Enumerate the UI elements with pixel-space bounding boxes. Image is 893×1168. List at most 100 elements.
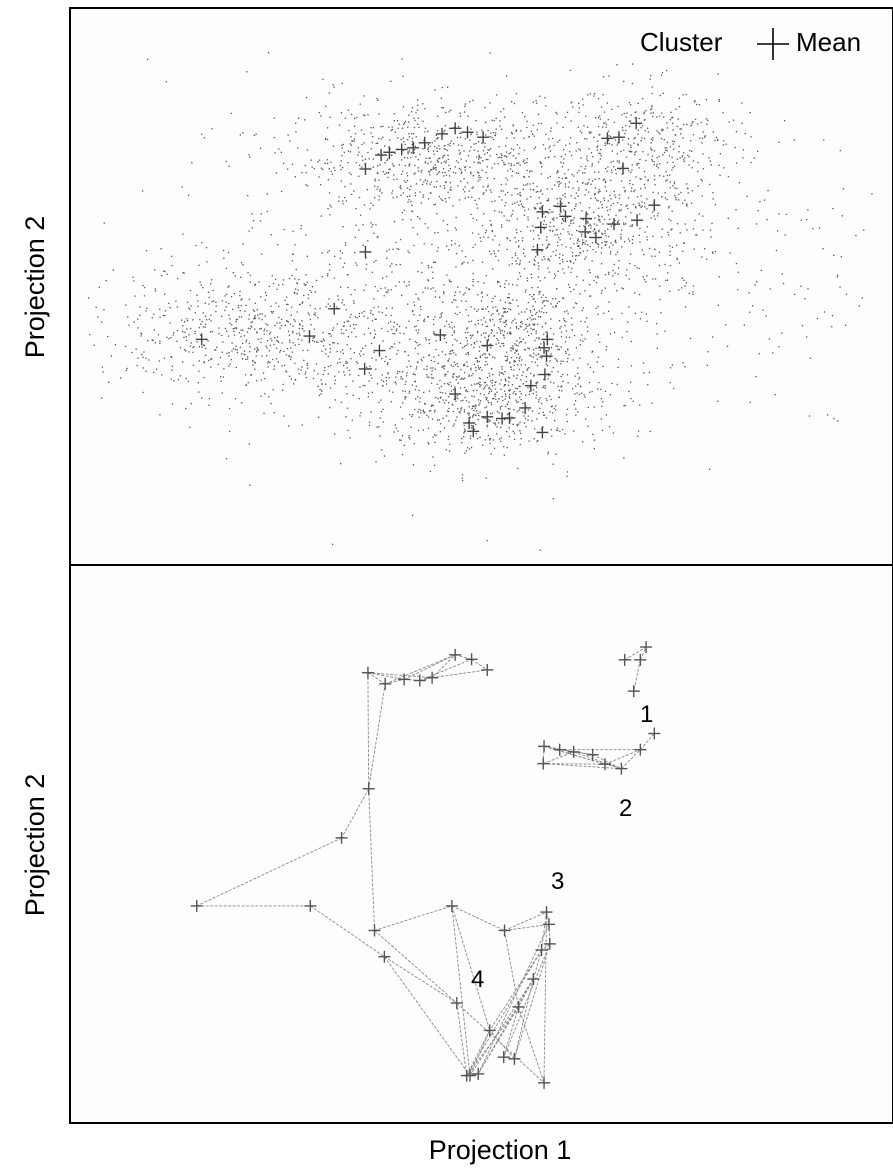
cluster-point xyxy=(221,300,224,302)
cluster-point xyxy=(616,290,618,292)
cluster-point xyxy=(555,254,557,256)
cluster-point xyxy=(434,290,437,292)
cluster-point xyxy=(503,311,505,314)
cluster-point xyxy=(441,86,443,89)
cluster-point xyxy=(665,279,667,281)
cluster-point xyxy=(594,178,596,180)
cluster-point xyxy=(492,379,494,381)
cluster-point xyxy=(534,361,536,363)
cluster-point xyxy=(427,279,429,281)
cluster-point xyxy=(307,367,309,369)
cluster-point xyxy=(377,306,379,308)
cluster-point xyxy=(486,166,488,168)
cluster-point xyxy=(464,197,466,199)
cluster-point xyxy=(306,281,308,283)
cluster-point xyxy=(661,130,663,132)
cluster-point xyxy=(327,273,329,275)
cluster-point xyxy=(521,359,523,361)
cluster-point xyxy=(386,250,388,252)
cluster-point xyxy=(538,412,540,414)
cluster-point xyxy=(438,419,441,421)
cluster-point xyxy=(494,200,496,202)
cluster-point xyxy=(208,398,211,400)
cluster-point xyxy=(523,137,525,139)
cluster-point xyxy=(145,370,147,372)
cluster-point xyxy=(628,278,630,280)
cluster-point xyxy=(484,232,487,234)
cluster-point xyxy=(390,154,392,156)
cluster-point xyxy=(585,240,587,242)
graph-edge xyxy=(466,949,542,1076)
cluster-point xyxy=(492,318,494,321)
cluster-point xyxy=(455,160,458,162)
cluster-point xyxy=(483,353,485,355)
cluster-point xyxy=(504,325,506,328)
cluster-point xyxy=(297,338,299,340)
graph-node xyxy=(615,762,628,775)
cluster-point xyxy=(211,358,213,360)
cluster-point xyxy=(404,351,406,353)
cluster-point xyxy=(381,358,383,360)
cluster-point xyxy=(605,349,607,351)
cluster-point xyxy=(711,251,714,253)
cluster-point xyxy=(438,387,440,389)
cluster-point xyxy=(448,435,450,438)
cluster-point xyxy=(437,247,439,249)
cluster-point xyxy=(487,418,490,421)
cluster-point xyxy=(273,136,275,139)
cluster-point xyxy=(490,404,493,406)
cluster-point xyxy=(393,174,395,176)
cluster-point xyxy=(496,94,498,96)
cluster-point xyxy=(351,331,353,333)
cluster-point xyxy=(306,149,309,151)
cluster-point xyxy=(247,382,249,384)
cluster-point xyxy=(249,484,251,486)
cluster-point xyxy=(199,319,201,321)
cluster-point xyxy=(497,250,500,252)
cluster-point xyxy=(683,279,685,281)
cluster-point xyxy=(479,402,481,404)
graph-edge xyxy=(471,658,488,671)
graph-edge xyxy=(466,1030,491,1076)
cluster-point xyxy=(654,255,656,257)
cluster-point xyxy=(685,93,687,96)
cluster-point xyxy=(347,320,350,322)
cluster-point xyxy=(379,190,381,192)
cluster-point xyxy=(549,356,551,358)
cluster-point xyxy=(439,296,441,298)
graph-node xyxy=(368,924,381,937)
cluster-point xyxy=(640,140,642,142)
cluster-point xyxy=(329,204,331,206)
cluster-point xyxy=(618,197,621,200)
cluster-point xyxy=(369,365,371,367)
cluster-point xyxy=(493,250,495,252)
cluster-point xyxy=(530,355,532,357)
graph-edge xyxy=(367,672,370,789)
cluster-point xyxy=(363,315,365,317)
cluster-point xyxy=(468,321,470,323)
cluster-point xyxy=(831,315,834,317)
cluster-point xyxy=(228,355,230,357)
cluster-point xyxy=(253,361,256,363)
cluster-point xyxy=(760,269,762,272)
cluster-point xyxy=(585,256,587,258)
cluster-point xyxy=(519,259,521,262)
cluster-point xyxy=(363,204,366,206)
cluster-point xyxy=(604,287,606,289)
cluster-point xyxy=(577,372,579,375)
cluster-point xyxy=(184,321,186,323)
cluster-point xyxy=(522,338,524,340)
graph-edge xyxy=(385,654,456,685)
cluster-point xyxy=(475,423,477,426)
cluster-point xyxy=(573,217,575,219)
cluster-point xyxy=(646,275,648,277)
cluster-point xyxy=(503,418,506,421)
cluster-point xyxy=(256,380,258,382)
cluster-point xyxy=(190,342,192,344)
cluster-point xyxy=(255,133,257,135)
cluster-point xyxy=(639,213,641,215)
cluster-point xyxy=(529,294,531,296)
cluster-point xyxy=(637,102,639,104)
cluster-point xyxy=(477,308,479,311)
cluster-point xyxy=(435,134,437,136)
